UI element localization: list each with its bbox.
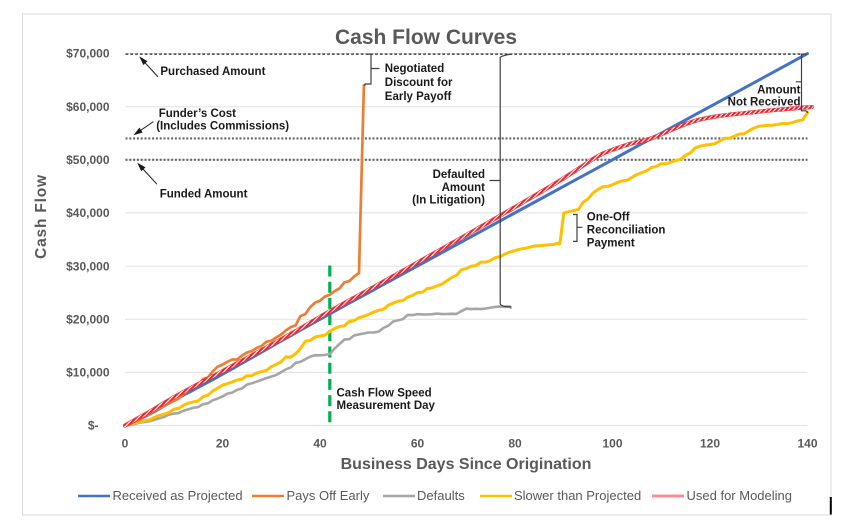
svg-text:One-Off: One-Off xyxy=(587,212,630,224)
svg-text:Amount: Amount xyxy=(757,84,801,96)
svg-text:Cash Flow Speed: Cash Flow Speed xyxy=(337,388,432,400)
svg-text:100: 100 xyxy=(602,437,622,451)
svg-text:Negotiated: Negotiated xyxy=(385,63,444,75)
svg-text:Cash Flow Curves: Cash Flow Curves xyxy=(335,26,517,49)
svg-text:$60,000: $60,000 xyxy=(66,100,110,114)
svg-text:140: 140 xyxy=(797,437,817,451)
svg-text:Funder’s Cost: Funder’s Cost xyxy=(159,108,236,120)
svg-text:60: 60 xyxy=(411,437,425,451)
svg-text:(Includes Commissions): (Includes Commissions) xyxy=(156,121,289,133)
svg-text:Payment: Payment xyxy=(587,238,635,250)
svg-text:Used for Modeling: Used for Modeling xyxy=(687,488,793,503)
svg-text:40: 40 xyxy=(313,437,327,451)
svg-text:20: 20 xyxy=(216,437,230,451)
svg-text:Funded Amount: Funded Amount xyxy=(160,189,248,201)
svg-text:80: 80 xyxy=(508,437,522,451)
svg-text:Defaulted: Defaulted xyxy=(433,169,485,181)
svg-text:Amount: Amount xyxy=(442,182,486,194)
svg-text:Purchased Amount: Purchased Amount xyxy=(160,66,265,78)
svg-text:$20,000: $20,000 xyxy=(66,312,110,326)
svg-text:$50,000: $50,000 xyxy=(66,153,110,167)
svg-text:Cash Flow: Cash Flow xyxy=(33,174,50,259)
svg-text:Business Days Since Originatio: Business Days Since Origination xyxy=(341,456,592,473)
svg-text:$70,000: $70,000 xyxy=(66,47,110,61)
svg-text:(In Litigation): (In Litigation) xyxy=(412,195,485,207)
svg-text:Defaults: Defaults xyxy=(417,488,465,503)
svg-text:Not Received: Not Received xyxy=(728,97,801,109)
svg-text:0: 0 xyxy=(122,437,129,451)
svg-text:Received as Projected: Received as Projected xyxy=(113,488,243,503)
svg-text:120: 120 xyxy=(700,437,720,451)
svg-text:Slower than Projected: Slower than Projected xyxy=(514,488,641,503)
svg-text:$40,000: $40,000 xyxy=(66,206,110,220)
svg-text:Early Payoff: Early Payoff xyxy=(385,91,452,103)
svg-text:$-: $- xyxy=(88,419,99,433)
svg-text:Discount for: Discount for xyxy=(385,77,453,89)
svg-text:Measurement Day: Measurement Day xyxy=(337,400,436,412)
svg-text:Reconciliation: Reconciliation xyxy=(587,225,666,237)
svg-text:$10,000: $10,000 xyxy=(66,366,110,380)
svg-text:$30,000: $30,000 xyxy=(66,259,110,273)
svg-text:Pays Off Early: Pays Off Early xyxy=(287,488,370,503)
